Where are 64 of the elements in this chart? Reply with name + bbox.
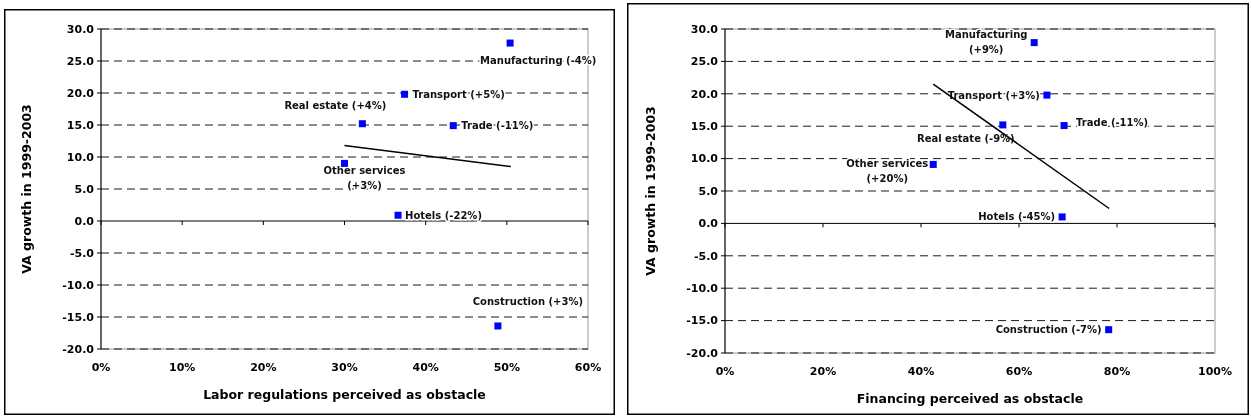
- point: [1058, 213, 1066, 221]
- annotation: Manufacturing (+9%): [944, 29, 1028, 56]
- y-tick-label: 10.0: [690, 152, 719, 166]
- annotation: Hotels (-22%): [405, 209, 482, 221]
- x-tick-label: 40%: [412, 361, 439, 374]
- point: [494, 322, 502, 330]
- x-tick-label: 20%: [250, 361, 277, 374]
- x-axis-title: Financing perceived as obstacle: [856, 391, 1084, 406]
- y-tick-label: 15.0: [690, 120, 719, 134]
- y-tick-label: -15.0: [686, 314, 719, 328]
- x-tick-label: 20%: [809, 365, 837, 378]
- y-tick-label: 15.0: [66, 118, 95, 132]
- x-tick-label: 50%: [493, 361, 521, 374]
- y-tick-label: 0.0: [74, 214, 95, 228]
- annotation: Trade (-11%): [1076, 117, 1149, 129]
- y-tick-label: 25.0: [66, 54, 95, 68]
- x-tick-label: 60%: [1005, 365, 1033, 378]
- x-tick-label: 40%: [907, 365, 935, 378]
- annotation: Other services (+20%): [846, 157, 929, 184]
- point: [449, 122, 457, 130]
- x-tick-label: 0%: [715, 365, 735, 378]
- x-tick-label: 0%: [91, 361, 111, 374]
- y-tick-label: -20.0: [62, 342, 95, 356]
- annotation: Manufacturing (-4%): [480, 54, 597, 66]
- y-tick-label: 0.0: [698, 217, 719, 231]
- annotation: Hotels (-45%): [978, 211, 1056, 223]
- y-tick-label: 25.0: [690, 55, 719, 69]
- y-axis-title: VA growth in 1999-2003: [19, 104, 34, 274]
- y-tick-label: 5.0: [74, 182, 95, 196]
- point: [394, 211, 402, 219]
- point: [929, 160, 937, 168]
- y-tick-label: -10.0: [62, 278, 95, 292]
- x-tick-label: 30%: [331, 361, 358, 374]
- point: [1043, 91, 1051, 99]
- y-axis-title: VA growth in 1999-2003: [643, 106, 658, 276]
- y-tick-label: 30.0: [690, 22, 719, 36]
- x-tick-label: 60%: [574, 361, 602, 374]
- point: [1030, 39, 1038, 47]
- point: [1060, 122, 1068, 130]
- annotation: Construction (+3%): [472, 296, 584, 308]
- point: [999, 121, 1007, 129]
- y-tick-label: 30.0: [66, 22, 95, 36]
- annotation: Other services (+3%): [323, 164, 406, 191]
- y-tick-label: -15.0: [62, 310, 95, 324]
- point: [506, 39, 514, 47]
- y-tick-label: 10.0: [66, 150, 95, 164]
- x-tick-label: 80%: [1103, 365, 1131, 378]
- point: [401, 90, 409, 98]
- y-tick-label: -10.0: [686, 282, 719, 296]
- x-tick-label: 10%: [168, 361, 196, 374]
- annotation: Real estate (+4%): [284, 100, 387, 112]
- y-tick-label: -5.0: [693, 249, 719, 263]
- annotation: Transport (+5%): [412, 88, 505, 100]
- x-tick-label: 100%: [1198, 365, 1232, 378]
- annotation: Construction (-7%): [995, 324, 1102, 336]
- point: [358, 120, 366, 128]
- x-axis-title: Labor regulations perceived as obstacle: [203, 387, 486, 402]
- y-tick-label: 20.0: [690, 87, 719, 101]
- y-tick-label: 5.0: [698, 184, 719, 198]
- y-tick-label: -5.0: [69, 246, 95, 260]
- annotation: Trade (-11%): [461, 120, 534, 132]
- point: [1105, 326, 1113, 334]
- y-tick-label: -20.0: [686, 346, 719, 360]
- y-tick-label: 20.0: [66, 86, 95, 100]
